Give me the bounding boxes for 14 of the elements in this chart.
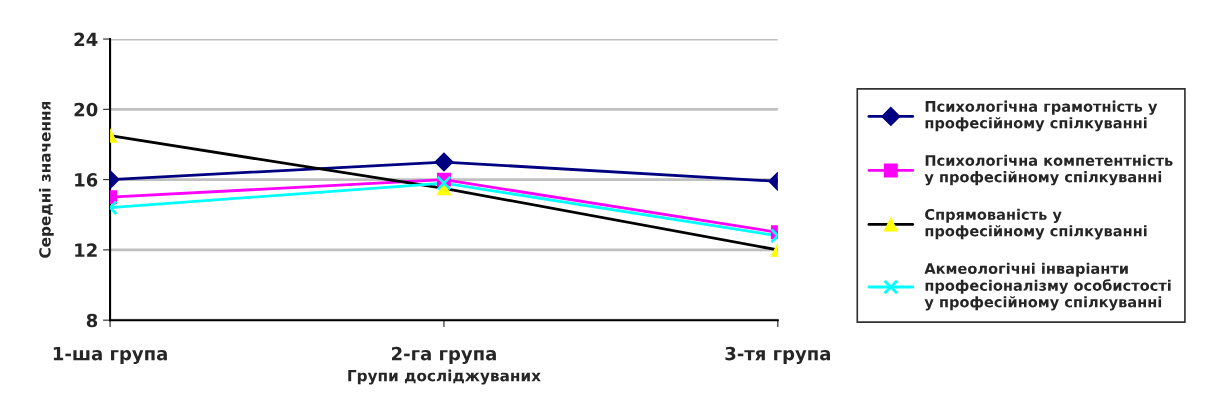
x-tick-label: 3-тя група [725,346,830,365]
x-tick-label: 1-ша група [53,346,167,365]
y-tick-label: 8 [86,313,98,328]
legend-label: Психологічна компетентність у професійному спілкуванні [924,154,1173,186]
y-axis-title: Середні значення [38,101,54,258]
y-tick-label: 20 [74,102,98,117]
legend-label: Психологічна грамотність у професійному спілкуванні [925,100,1158,132]
y-tick-label: 12 [75,243,97,257]
x-tick-label: 2-га група [392,346,496,365]
legend-label: Спрямованість у професійному спілкуванні [925,208,1147,240]
legend-label: Акмеологічні інваріанти професіоналізму особистості у професійному спілкуванні [924,262,1171,311]
y-tick-label: 24 [74,32,98,46]
x-axis-title: Групи досліджуваних [348,369,541,385]
y-tick-label: 16 [75,173,98,187]
